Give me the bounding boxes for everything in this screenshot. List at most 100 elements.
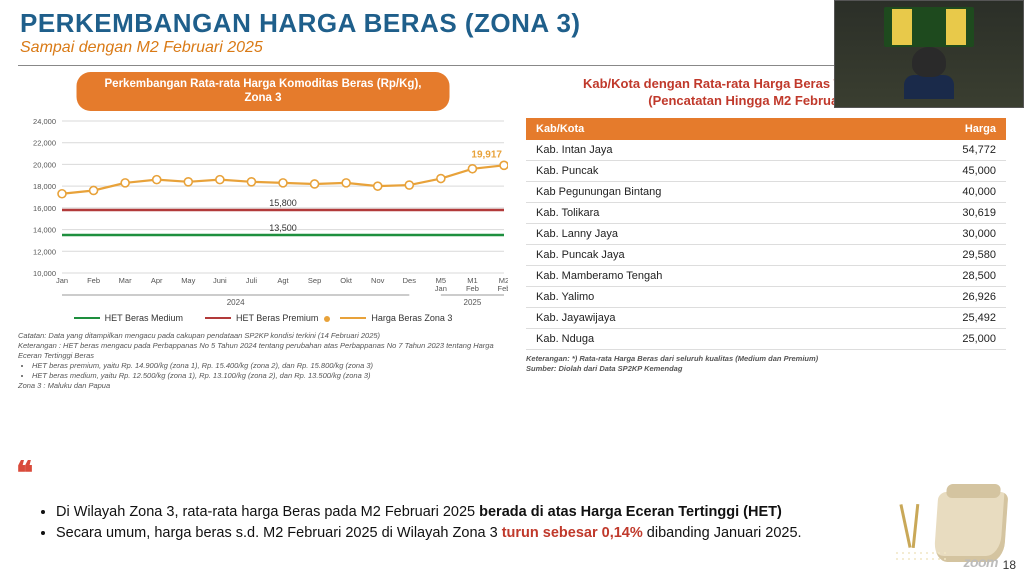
- table-row: Kab Pegunungan Bintang40,000: [526, 181, 1006, 202]
- table-row: Kab. Intan Jaya54,772: [526, 140, 1006, 161]
- legend-swatch: [205, 317, 231, 319]
- summary-bullets: Di Wilayah Zona 3, rata-rata harga Beras…: [34, 503, 864, 546]
- svg-text:12,000: 12,000: [33, 247, 56, 256]
- chart-title-l2: Zona 3: [244, 92, 281, 104]
- svg-text:15,800: 15,800: [269, 198, 297, 208]
- svg-text:13,500: 13,500: [269, 223, 297, 233]
- right-column: Kab/Kota dengan Rata-rata Harga Beras Te…: [526, 72, 1006, 392]
- content-row: Perkembangan Rata-rata Harga Komoditas B…: [0, 66, 1024, 392]
- table-cell: Kab. Intan Jaya: [526, 140, 877, 161]
- note-line: Keterangan : HET beras mengacu pada Perb…: [18, 341, 508, 361]
- table-row: Kab. Puncak Jaya29,580: [526, 244, 1006, 265]
- svg-text:2024: 2024: [227, 298, 245, 307]
- svg-text:16,000: 16,000: [33, 204, 56, 213]
- svg-text:19,917: 19,917: [471, 149, 502, 160]
- svg-text:May: May: [181, 276, 195, 285]
- chart-legend: HET Beras Medium HET Beras Premium Harga…: [18, 313, 508, 323]
- note-line: Zona 3 : Maluku dan Papua: [18, 381, 508, 391]
- svg-text:Feb: Feb: [87, 276, 100, 285]
- left-column: Perkembangan Rata-rata Harga Komoditas B…: [18, 72, 508, 392]
- price-table: Kab/KotaHarga Kab. Intan Jaya54,772Kab. …: [526, 118, 1006, 350]
- table-cell: Kab Pegunungan Bintang: [526, 181, 877, 202]
- bullet-down: turun sebesar 0,14%: [502, 525, 643, 541]
- svg-text:Feb: Feb: [466, 284, 479, 293]
- legend-label: HET Beras Premium: [236, 313, 318, 323]
- chart-notes: Catatan: Data yang ditampilkan mengacu p…: [18, 331, 508, 392]
- svg-text:Mar: Mar: [119, 276, 132, 285]
- svg-text:Jan: Jan: [56, 276, 68, 285]
- table-foot-2: Sumber: Diolah dari Data SP2KP Kemendag: [526, 364, 682, 373]
- svg-text:14,000: 14,000: [33, 225, 56, 234]
- legend-swatch: [340, 317, 366, 319]
- legend-het-medium: HET Beras Medium: [74, 313, 183, 323]
- svg-text:Des: Des: [403, 276, 417, 285]
- table-cell: Kab. Mamberamo Tengah: [526, 265, 877, 286]
- table-cell: Kab. Nduga: [526, 328, 877, 349]
- legend-label: Harga Beras Zona 3: [371, 313, 452, 323]
- table-cell: Kab. Tolikara: [526, 202, 877, 223]
- table-cell: 30,000: [877, 223, 1006, 244]
- legend-zona3: Harga Beras Zona 3: [340, 313, 452, 323]
- chart-title: Perkembangan Rata-rata Harga Komoditas B…: [77, 72, 450, 111]
- svg-text:Nov: Nov: [371, 276, 385, 285]
- note-bullet: HET beras premium, yaitu Rp. 14.900/kg (…: [32, 361, 508, 371]
- zoom-watermark: zoom: [963, 554, 998, 570]
- table-row: Kab. Jayawijaya25,492: [526, 307, 1006, 328]
- svg-text:Juni: Juni: [213, 276, 227, 285]
- table-cell: 29,580: [877, 244, 1006, 265]
- note-line: Catatan: Data yang ditampilkan mengacu p…: [18, 331, 508, 341]
- legend-label: HET Beras Medium: [105, 313, 183, 323]
- svg-text:Juli: Juli: [246, 276, 258, 285]
- svg-text:22,000: 22,000: [33, 138, 56, 147]
- chart-title-l1: Perkembangan Rata-rata Harga Komoditas B…: [105, 78, 422, 90]
- quote-icon: ❝: [16, 454, 33, 492]
- table-cell: 25,000: [877, 328, 1006, 349]
- legend-het-premium: HET Beras Premium: [205, 313, 318, 323]
- speaker-figure: [899, 49, 959, 99]
- table-row: Kab. Mamberamo Tengah28,500: [526, 265, 1006, 286]
- table-cell: 25,492: [877, 307, 1006, 328]
- table-cell: 26,926: [877, 286, 1006, 307]
- table-cell: Kab. Puncak Jaya: [526, 244, 877, 265]
- flags-backdrop: [884, 7, 974, 47]
- table-cell: 30,619: [877, 202, 1006, 223]
- table-footnote: Keterangan: *) Rata-rata Harga Beras dar…: [526, 354, 1006, 374]
- svg-text:Sep: Sep: [308, 276, 321, 285]
- table-cell: 40,000: [877, 181, 1006, 202]
- svg-text:20,000: 20,000: [33, 160, 56, 169]
- webcam-thumbnail: [834, 0, 1024, 108]
- table-cell: Kab. Yalimo: [526, 286, 877, 307]
- table-header: Harga: [877, 118, 1006, 140]
- chart-svg: 10,000 12,000 14,000 16,000 18,000 20,000 22,0…: [18, 113, 508, 311]
- table-row: Kab. Lanny Jaya30,000: [526, 223, 1006, 244]
- bullet-text: Secara umum, harga beras s.d. M2 Februar…: [56, 525, 502, 541]
- table-cell: 45,000: [877, 160, 1006, 181]
- table-row: Kab. Puncak45,000: [526, 160, 1006, 181]
- bullet-text: dibanding Januari 2025.: [643, 525, 802, 541]
- table-cell: 54,772: [877, 140, 1006, 161]
- svg-text:Feb: Feb: [498, 284, 508, 293]
- table-cell: Kab. Puncak: [526, 160, 877, 181]
- table-row: Kab. Tolikara30,619: [526, 202, 1006, 223]
- table-cell: 28,500: [877, 265, 1006, 286]
- bullet-text: Di Wilayah Zona 3, rata-rata harga Beras…: [56, 504, 479, 520]
- table-header: Kab/Kota: [526, 118, 877, 140]
- svg-text:Okt: Okt: [340, 276, 353, 285]
- note-bullet: HET beras medium, yaitu Rp. 12.500/kg (z…: [32, 371, 508, 381]
- table-row: Kab. Yalimo26,926: [526, 286, 1006, 307]
- table-foot-1: Keterangan: *) Rata-rata Harga Beras dar…: [526, 354, 818, 363]
- svg-text:18,000: 18,000: [33, 182, 56, 191]
- table-cell: Kab. Lanny Jaya: [526, 223, 877, 244]
- svg-text:24,000: 24,000: [33, 117, 56, 126]
- svg-text:Jan: Jan: [435, 284, 447, 293]
- table-row: Kab. Nduga25,000: [526, 328, 1006, 349]
- svg-text:2025: 2025: [464, 298, 482, 307]
- svg-text:10,000: 10,000: [33, 269, 56, 278]
- slide: PERKEMBANGAN HARGA BERAS (ZONA 3) Sampai…: [0, 0, 1024, 576]
- bullet-2: Secara umum, harga beras s.d. M2 Februar…: [56, 524, 864, 544]
- bullet-1: Di Wilayah Zona 3, rata-rata harga Beras…: [56, 503, 864, 523]
- page-number: 18: [1003, 558, 1016, 572]
- svg-text:Apr: Apr: [151, 276, 163, 285]
- legend-swatch: [74, 317, 100, 319]
- svg-text:Agt: Agt: [277, 276, 289, 285]
